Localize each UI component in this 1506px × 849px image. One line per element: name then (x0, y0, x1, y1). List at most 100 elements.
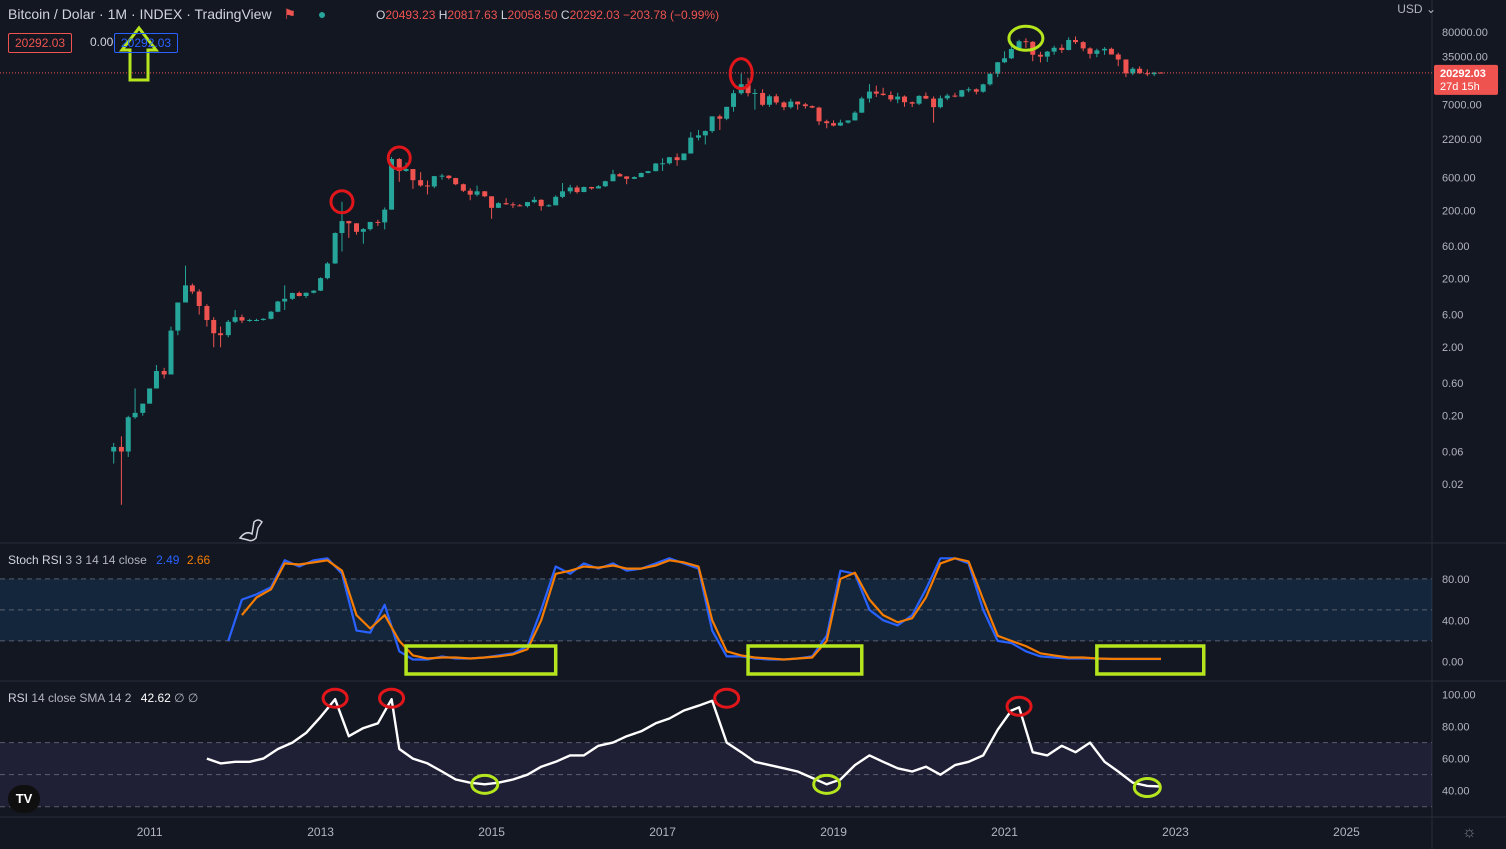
candle-body (560, 191, 566, 197)
candle-body (424, 185, 430, 187)
candle-body (1016, 41, 1022, 50)
candle-body (275, 301, 281, 312)
symbol-name[interactable]: Bitcoin / Dolar (8, 6, 96, 22)
candle-body (602, 181, 608, 187)
candle-body (1102, 48, 1108, 51)
candle-body (752, 92, 758, 94)
candle-body (709, 116, 715, 132)
candle-body (538, 199, 544, 207)
candle-body (1002, 58, 1008, 63)
source-label: TradingView (194, 6, 272, 22)
candle-body (731, 93, 737, 107)
candle-body (332, 233, 338, 264)
candle-body (360, 229, 366, 232)
candle-body (410, 169, 416, 181)
sell-price-pill[interactable]: 20292.03 (8, 33, 73, 53)
candle-body (688, 137, 694, 154)
candle-body (460, 184, 466, 191)
candle-body (816, 107, 822, 122)
candle-body (303, 292, 309, 296)
stoch-d-value: 2.66 (186, 553, 211, 567)
settings-gear-icon[interactable]: ☼ (1462, 824, 1477, 841)
candle-body (980, 84, 986, 92)
candle-body (944, 95, 950, 99)
candle-body (218, 333, 224, 336)
candle-body (1087, 48, 1093, 54)
candle-body (638, 172, 644, 178)
candle-body (132, 412, 138, 418)
red-circle-annotation (1005, 695, 1033, 717)
interval-label[interactable]: 1M (107, 6, 128, 22)
candle-body (1094, 50, 1100, 54)
candle-body (446, 175, 452, 179)
candle-body (253, 319, 259, 321)
candle-body (966, 89, 972, 91)
candle-body (125, 417, 131, 452)
change-value: −203.78 (−0.99%) (623, 8, 720, 22)
candle-body (489, 196, 495, 208)
candle-body (247, 319, 253, 321)
time-tick-label: 2021 (991, 825, 1018, 839)
candle-body (118, 446, 124, 452)
candle-body (937, 98, 943, 108)
flag-icon[interactable]: ⚑ (283, 6, 297, 22)
candle-body (1080, 42, 1086, 49)
price-tick-label: 80000.00 (1442, 27, 1488, 39)
candle-body (781, 102, 787, 108)
candle-body (296, 292, 302, 296)
candle-body (531, 199, 537, 203)
stoch-rsi-legend[interactable]: Stoch RSI 3 3 14 14 close 2.49 2.66 (8, 553, 211, 567)
candle-body (866, 91, 872, 99)
buy-price-pill[interactable]: 20292.03 (114, 33, 179, 53)
price-tick-label: 20.00 (1442, 274, 1470, 286)
rsi-value: 42.62 (140, 691, 171, 705)
candle-body (153, 370, 159, 389)
candle-body (802, 104, 808, 107)
candle-body (1137, 68, 1143, 74)
candle-body (745, 84, 751, 94)
candle-body (495, 203, 501, 208)
candle-body (354, 223, 360, 232)
green-box-annotation (404, 644, 558, 676)
candle-body (660, 163, 666, 165)
candle-body (189, 285, 195, 292)
candle-body (674, 157, 680, 161)
candle-body (510, 204, 516, 206)
candle-body (845, 120, 851, 123)
candle-body (724, 106, 730, 119)
tradingview-logo[interactable]: TV (8, 785, 40, 813)
candle-body (589, 187, 595, 189)
candle-body (339, 221, 345, 234)
green-box-annotation (746, 644, 864, 676)
candle-body (595, 186, 601, 189)
candle-body (1108, 48, 1114, 55)
candle-body (581, 187, 587, 193)
candle-body (1158, 72, 1164, 74)
candle-body (1008, 49, 1014, 59)
candle-body (1123, 59, 1129, 74)
candle-body (837, 122, 843, 126)
candle-body (431, 176, 437, 187)
low-value: 20058.50 (507, 8, 558, 22)
price-tick-label: 6.00 (1442, 310, 1463, 322)
candle-body (760, 92, 766, 105)
candle-body (987, 73, 993, 85)
price-tick-label: 0.02 (1442, 479, 1463, 491)
candle-body (1059, 47, 1065, 50)
candle-body (1130, 68, 1136, 74)
candle-body (995, 62, 1001, 74)
candle-body (140, 403, 146, 413)
last-price-badge (1434, 64, 1498, 95)
candle-body (204, 305, 210, 320)
currency-selector[interactable]: USD ⌄ (1397, 2, 1436, 16)
candle-body (382, 209, 388, 223)
candle-body (482, 191, 488, 197)
rsi-legend[interactable]: RSI 14 close SMA 14 2 42.62 ∅ ∅ (8, 691, 199, 705)
candle-body (666, 157, 672, 164)
green-circle-annotation (470, 773, 500, 795)
ohlc-readout: O20493.23 H20817.63 L20058.50 C20292.03 … (376, 8, 720, 22)
stoch-tick-label: 80.00 (1442, 574, 1470, 586)
stoch-tick-label: 0.00 (1442, 657, 1463, 669)
status-dot-icon: ● (317, 6, 327, 22)
